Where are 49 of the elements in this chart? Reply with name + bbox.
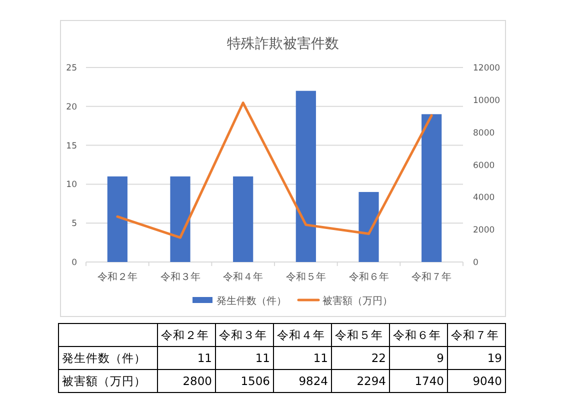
data-label: 1740 [390,370,448,392]
bar [422,114,442,262]
legend-label: 発生件数（件） [216,295,286,307]
data-label: 9 [390,346,448,370]
data-label: 11 [216,346,274,370]
data-label: 9824 [274,370,332,392]
data-label: 9040 [448,370,506,392]
y-tick-label: 0 [72,258,77,268]
y-tick-label: 25 [66,64,77,74]
data-label: 2800 [158,370,216,392]
x-tick-label: 令和３年 [160,271,200,283]
y-tick-label: 15 [66,141,77,152]
line-series [116,102,433,239]
legend-label: 被害額（万円） [322,295,392,307]
y2-tick-label: 10000 [473,96,500,106]
bar [358,192,379,262]
x-tick-label: 令和２年 [97,271,138,283]
y2-tick-label: 12000 [473,64,500,74]
y2-tick-label: 8000 [473,128,495,138]
data-label: 2294 [332,370,390,392]
y2-tick-label: 2000 [473,226,495,236]
chart-title: 特殊詐欺被害件数 [227,36,339,52]
data-label: 1506 [216,370,274,392]
category-label: 令和４年 [274,324,332,346]
y2-tick-label: 6000 [473,160,495,171]
bar [107,176,128,262]
bar [296,90,316,262]
x-tick-label: 令和５年 [286,271,326,283]
category-label: 令和６年 [390,324,448,346]
bar [233,176,254,262]
x-tick-label: 令和６年 [348,271,389,283]
data-label: 22 [332,346,390,370]
bar [170,176,190,262]
y-tick-label: 5 [72,219,77,230]
data-label: 11 [274,346,332,370]
category-label: 令和７年 [448,324,506,346]
x-tick-label: 令和４年 [223,271,264,283]
x-tick-label: 令和７年 [412,271,452,283]
data-label: 19 [448,346,506,370]
text: 発生件数（件） [58,346,158,370]
category-label: 令和２年 [158,324,216,346]
category-label: 令和５年 [332,324,390,346]
data-label: 11 [158,346,216,370]
text: 被害額（万円） [58,370,158,392]
y-tick-label: 20 [66,102,77,112]
category-label: 令和３年 [216,324,274,346]
y2-tick-label: 4000 [473,193,495,204]
y2-tick-label: 0 [473,258,478,268]
y-tick-label: 10 [66,180,77,190]
